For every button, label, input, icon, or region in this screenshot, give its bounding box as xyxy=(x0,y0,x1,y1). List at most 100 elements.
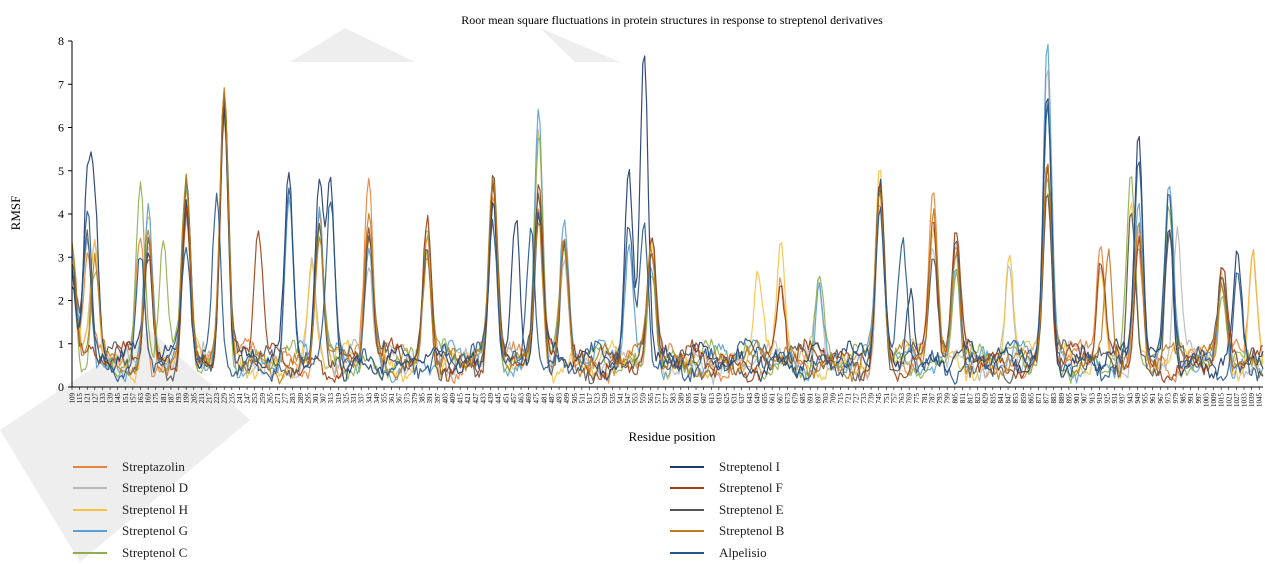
ghost-shape xyxy=(0,330,250,562)
x-tick-label: 871 xyxy=(1035,393,1043,404)
x-tick-label: 847 xyxy=(1005,393,1013,404)
legend-swatch xyxy=(670,465,704,468)
x-tick-label: 535 xyxy=(609,393,617,404)
x-tick-label: 301 xyxy=(312,393,320,404)
legend-swatch xyxy=(73,465,107,468)
x-tick-label: 895 xyxy=(1065,393,1073,404)
x-tick-label: 409 xyxy=(449,393,457,404)
y-tick-label: 1 xyxy=(58,337,64,351)
y-tick-label: 3 xyxy=(58,250,64,264)
legend-column-right: Streptenol I Streptenol F Streptenol E Stre… xyxy=(670,456,784,564)
x-tick-label: 937 xyxy=(1119,393,1127,404)
x-tick-label: 703 xyxy=(822,393,830,404)
x-tick-label: 343 xyxy=(365,393,373,404)
watermark-shapes xyxy=(0,28,620,562)
x-tick-label: 523 xyxy=(594,393,602,404)
x-tick-label: 637 xyxy=(738,393,746,404)
x-tick-label: 727 xyxy=(852,393,860,404)
x-tick-label: 721 xyxy=(845,393,853,404)
x-tick-label: 229 xyxy=(221,393,229,404)
x-tick-label: 265 xyxy=(266,393,274,404)
x-tick-label: 835 xyxy=(989,393,997,404)
x-tick-label: 451 xyxy=(502,393,510,404)
x-tick-label: 355 xyxy=(381,393,389,404)
x-tick-label: 775 xyxy=(913,393,921,404)
x-tick-label: 883 xyxy=(1050,393,1058,404)
y-axis-label: RMSF xyxy=(8,196,23,231)
x-tick-label: 241 xyxy=(236,393,244,404)
x-tick-label: 1033 xyxy=(1241,393,1249,408)
x-tick-label: 337 xyxy=(358,393,366,404)
series-line-streptenol-b xyxy=(71,87,1264,385)
x-tick-label: 109 xyxy=(69,393,77,404)
legend-label: Streptenol F xyxy=(719,480,783,496)
x-tick-label: 469 xyxy=(525,393,533,404)
x-tick-label: 163 xyxy=(137,393,145,404)
x-tick-label: 781 xyxy=(921,393,929,404)
x-tick-label: 859 xyxy=(1020,393,1028,404)
x-tick-label: 1015 xyxy=(1218,393,1226,408)
x-tick-label: 763 xyxy=(898,393,906,404)
legend-item: Streptenol B xyxy=(670,521,784,543)
x-tick-label: 991 xyxy=(1187,393,1195,404)
x-tick-label: 793 xyxy=(936,393,944,404)
legend-swatch xyxy=(73,508,107,511)
x-tick-label: 589 xyxy=(677,393,685,404)
x-tick-label: 553 xyxy=(632,393,640,404)
x-tick-label: 997 xyxy=(1195,393,1203,404)
series-line-streptenol-f xyxy=(71,97,1264,383)
y-tick-label: 0 xyxy=(58,380,64,394)
x-tick-label: 235 xyxy=(228,393,236,404)
x-tick-label: 685 xyxy=(799,393,807,404)
x-tick-label: 643 xyxy=(746,393,754,404)
legend-label: Streptenol H xyxy=(122,501,189,517)
x-tick-label: 133 xyxy=(99,393,107,404)
x-tick-label: 499 xyxy=(563,393,571,404)
x-tick-label: 1003 xyxy=(1202,393,1210,408)
y-tick-label: 7 xyxy=(58,77,64,91)
x-tick-label: 247 xyxy=(244,393,252,404)
x-tick-label: 157 xyxy=(129,393,137,404)
x-tick-label: 901 xyxy=(1073,393,1081,404)
x-tick-label: 427 xyxy=(472,393,480,404)
x-tick-label: 403 xyxy=(441,393,449,404)
x-tick-label: 571 xyxy=(655,393,663,404)
x-tick-label: 973 xyxy=(1164,393,1172,404)
x-tick-label: 145 xyxy=(114,393,122,404)
y-tick-label: 6 xyxy=(58,121,64,135)
legend-label: Streptenol D xyxy=(122,480,189,496)
x-tick-label: 853 xyxy=(1012,393,1020,404)
legend-swatch xyxy=(73,551,107,554)
x-tick-label: 601 xyxy=(693,393,701,404)
legend-label: Streptazolin xyxy=(122,458,185,474)
series-line-streptenol-e xyxy=(71,91,1264,385)
x-tick-label: 313 xyxy=(327,393,335,404)
legend-label: Alpelisio xyxy=(719,544,767,560)
legend-label: Streptenol E xyxy=(719,501,784,517)
x-tick-label: 253 xyxy=(251,393,259,404)
x-tick-label: 169 xyxy=(145,393,153,404)
x-tick-label: 1009 xyxy=(1210,393,1218,408)
x-tick-label: 547 xyxy=(624,393,632,404)
x-tick-label: 373 xyxy=(403,393,411,404)
ghost-shape xyxy=(540,28,620,62)
x-tick-label: 361 xyxy=(388,393,396,404)
x-tick-label: 751 xyxy=(883,393,891,404)
x-tick-label: 115 xyxy=(76,393,84,404)
x-tick-label: 397 xyxy=(434,393,442,404)
legend-item: Streptenol H xyxy=(73,499,188,521)
x-tick-label: 211 xyxy=(198,393,206,404)
x-tick-label: 655 xyxy=(761,393,769,404)
x-tick-label: 967 xyxy=(1157,393,1165,404)
ghost-shape xyxy=(290,28,415,62)
legend-item: Streptenol D xyxy=(73,478,188,500)
legend-item: Alpelisio xyxy=(670,542,784,564)
x-tick-label: 709 xyxy=(830,393,838,404)
x-tick-label: 769 xyxy=(906,393,914,404)
x-tick-label: 475 xyxy=(533,393,541,404)
x-tick-label: 799 xyxy=(944,393,952,404)
x-tick-label: 127 xyxy=(91,393,99,404)
x-tick-label: 415 xyxy=(457,393,465,404)
x-tick-label: 787 xyxy=(929,393,937,404)
y-tick-label: 2 xyxy=(58,294,64,308)
